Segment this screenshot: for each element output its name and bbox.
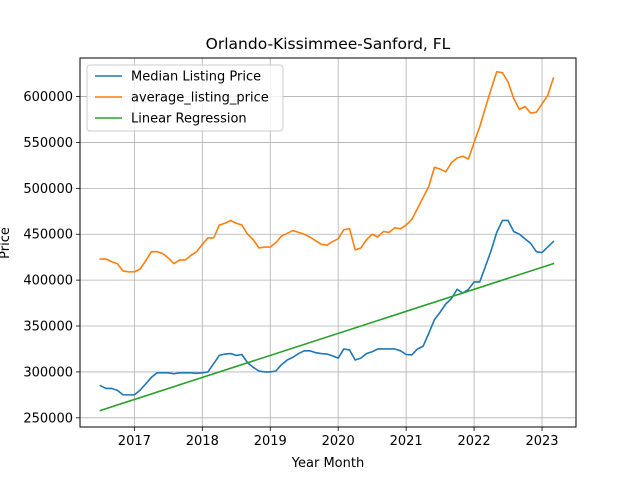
- y-tick-label: 300000: [23, 365, 73, 380]
- y-tick-label: 500000: [23, 182, 73, 197]
- series-line-linear-regression: [99, 262, 555, 412]
- x-axis: 2017 2018 2019 2020 2021 2022 2023: [118, 427, 559, 449]
- y-tick-label: 550000: [23, 136, 73, 151]
- chart-title: Orlando-Kissimmee-Sanford, FL: [206, 35, 451, 53]
- x-tick-label: 2019: [254, 434, 287, 449]
- x-tick-label: 2018: [186, 434, 219, 449]
- legend-box: [86, 64, 284, 132]
- plot-frame: [79, 57, 577, 428]
- x-tick-label: 2020: [322, 434, 355, 449]
- x-axis-label: Year Month: [291, 456, 364, 471]
- y-tick-label: 350000: [23, 320, 73, 335]
- series-lines: [99, 70, 555, 412]
- y-tick-label: 450000: [23, 228, 73, 243]
- x-tick-label: 2017: [118, 434, 151, 449]
- x-tick-label: 2023: [525, 434, 558, 449]
- x-tick-label: 2022: [458, 434, 491, 449]
- legend-label-average-listing-price: average_listing_price: [131, 91, 269, 106]
- y-tick-label: 600000: [23, 90, 73, 105]
- series-line-average-listing-price: [99, 70, 555, 273]
- y-tick-label: 400000: [23, 274, 73, 289]
- legend: Median Listing Price average_listing_pric…: [86, 64, 284, 132]
- y-tick-label: 250000: [23, 411, 73, 426]
- legend-label-linear-regression: Linear Regression: [131, 112, 247, 127]
- legend-label-median-listing-price: Median Listing Price: [131, 70, 261, 85]
- series-line-median-listing-price: [99, 219, 555, 396]
- y-axis-label: Price: [0, 227, 13, 259]
- y-axis: 250000 300000 350000 400000 450000 500000 5500…: [23, 90, 80, 426]
- x-tick-label: 2021: [390, 434, 423, 449]
